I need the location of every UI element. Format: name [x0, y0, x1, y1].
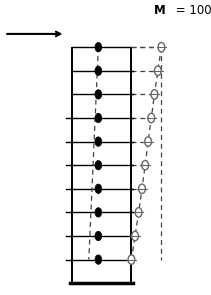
Circle shape [148, 113, 155, 123]
Circle shape [128, 255, 135, 264]
Circle shape [139, 184, 145, 194]
Circle shape [95, 113, 102, 123]
Circle shape [132, 231, 138, 241]
Circle shape [154, 66, 161, 76]
Circle shape [95, 137, 102, 146]
Circle shape [142, 160, 149, 170]
Circle shape [95, 42, 102, 52]
Circle shape [95, 231, 102, 241]
Text: = 100 ton: = 100 ton [172, 4, 211, 17]
Circle shape [95, 90, 102, 99]
Text: M: M [154, 4, 166, 17]
Circle shape [95, 184, 102, 194]
Circle shape [95, 255, 102, 264]
Circle shape [95, 160, 102, 170]
Circle shape [135, 208, 142, 217]
Circle shape [158, 42, 165, 52]
Circle shape [151, 90, 158, 99]
Circle shape [95, 208, 102, 217]
Circle shape [145, 137, 151, 146]
Circle shape [95, 66, 102, 76]
